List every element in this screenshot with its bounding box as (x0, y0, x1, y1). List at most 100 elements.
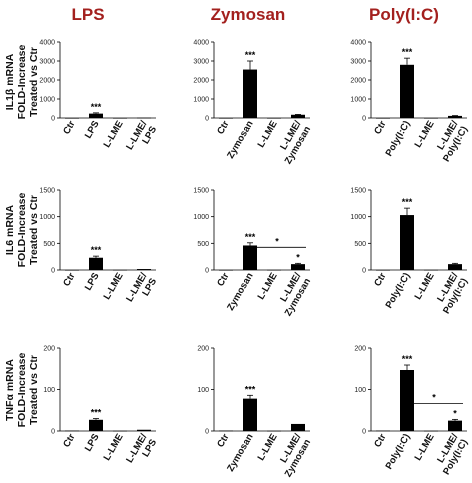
bar (424, 269, 438, 271)
bar (243, 69, 257, 118)
bar (89, 113, 103, 118)
row-label-1: IL6 mRNA FOLD-Increase Treated vs Ctr (4, 193, 40, 268)
category-label: L-LME/LPS (124, 432, 159, 465)
category-label: Ctr (215, 271, 232, 289)
y-tick-label: 4000 (39, 40, 55, 47)
category-label: L-LME (102, 119, 126, 150)
bar (137, 117, 151, 119)
bar (113, 269, 127, 271)
y-tick-label: 0 (51, 429, 55, 436)
category-label-line: L-LME (413, 432, 437, 463)
y-tick-label: 1500 (350, 188, 366, 195)
category-label-line: LPS (83, 432, 102, 454)
category-label: L-LME/Zymosan (278, 432, 313, 479)
bar (65, 430, 79, 432)
category-label: L-LME (256, 432, 280, 463)
y-tick-label: 100 (354, 387, 366, 394)
row-labels: IL1β mRNA FOLD-Increase Treated vs Ctr IL6 … (4, 45, 40, 428)
category-label: L-LME/Poly(I:C) (435, 432, 470, 477)
significance-label: *** (245, 50, 256, 60)
bar (113, 117, 127, 119)
category-label: L-LME/LPS (124, 271, 159, 304)
bar (291, 114, 305, 118)
bar (376, 117, 390, 119)
category-label: L-LME (256, 119, 280, 150)
category-label: Ctr (372, 119, 389, 137)
y-tick-label: 200 (354, 346, 366, 353)
bar (400, 215, 414, 270)
category-label: Ctr (61, 119, 78, 137)
category-label-line: L-LME (256, 432, 280, 463)
row-label-line: IL1β mRNA (4, 53, 16, 110)
category-label-line: Ctr (215, 119, 232, 137)
bar (448, 115, 462, 118)
bar (267, 269, 281, 271)
category-label-line: Ctr (61, 271, 78, 289)
y-tick-label: 0 (51, 116, 55, 123)
category-label: L-LME/Zymosan (278, 271, 313, 318)
y-tick-label: 2000 (193, 78, 209, 85)
bar (243, 398, 257, 431)
bar (400, 369, 414, 431)
bar (448, 420, 462, 431)
category-label-line: L-LME (102, 432, 126, 463)
bar (65, 117, 79, 119)
y-tick-label: 100 (197, 387, 209, 394)
y-tick-label: 4000 (193, 40, 209, 47)
category-label-line: Ctr (372, 119, 389, 137)
category-label-line: L-LME (102, 271, 126, 302)
category-label-line: Ctr (61, 432, 78, 450)
y-tick-label: 1500 (193, 188, 209, 195)
y-tick-label: 1000 (193, 214, 209, 221)
significance-label: *** (402, 354, 413, 364)
y-tick-label: 1000 (39, 214, 55, 221)
y-tick-label: 0 (362, 116, 366, 123)
bar (291, 423, 305, 431)
significance-label: * (296, 252, 300, 262)
y-tick-label: 200 (197, 346, 209, 353)
bar (291, 264, 305, 270)
category-label: L-LME (413, 432, 437, 463)
category-label: L-LME/Zymosan (278, 119, 313, 166)
bar (448, 264, 462, 270)
y-tick-label: 200 (43, 346, 55, 353)
bar (376, 430, 390, 432)
row-label-line: TNFα mRNA (4, 359, 16, 421)
bar (65, 269, 79, 271)
category-label: L-LME/Poly(I:C) (435, 271, 470, 316)
category-label-line: LPS (83, 119, 102, 141)
column-titles: LPS Zymosan Poly(I:C) (71, 5, 438, 24)
category-label-line: Ctr (215, 432, 232, 450)
bar (243, 245, 257, 270)
row-label-0: IL1β mRNA FOLD-Increase Treated vs Ctr (4, 45, 40, 120)
category-label: Ctr (372, 432, 389, 450)
bar (219, 430, 233, 432)
y-tick-label: 4000 (350, 40, 366, 47)
category-label-line: Ctr (372, 432, 389, 450)
bracket-significance-label: * (432, 392, 436, 402)
y-tick-label: 100 (43, 387, 55, 394)
y-tick-label: 3000 (39, 59, 55, 66)
category-label: L-LME (413, 119, 437, 150)
category-label: LPS (83, 119, 102, 141)
column-title-lps: LPS (71, 5, 104, 24)
category-label-line: L-LME (413, 119, 437, 150)
bar (424, 117, 438, 119)
category-label-line: Ctr (372, 271, 389, 289)
category-label: Ctr (61, 271, 78, 289)
row-label-line: Treated vs Ctr (28, 195, 40, 265)
y-tick-label: 1000 (350, 214, 366, 221)
category-label-line: Ctr (215, 271, 232, 289)
row-label-line: IL6 mRNA (4, 205, 16, 256)
row-label-2: TNFα mRNA FOLD-Increase Treated vs Ctr (4, 353, 40, 428)
y-tick-label: 0 (205, 268, 209, 275)
bar (219, 117, 233, 119)
significance-label: *** (91, 245, 102, 255)
significance-label: * (453, 408, 457, 418)
significance-label: *** (245, 384, 256, 394)
column-title-zymosan: Zymosan (211, 5, 286, 24)
